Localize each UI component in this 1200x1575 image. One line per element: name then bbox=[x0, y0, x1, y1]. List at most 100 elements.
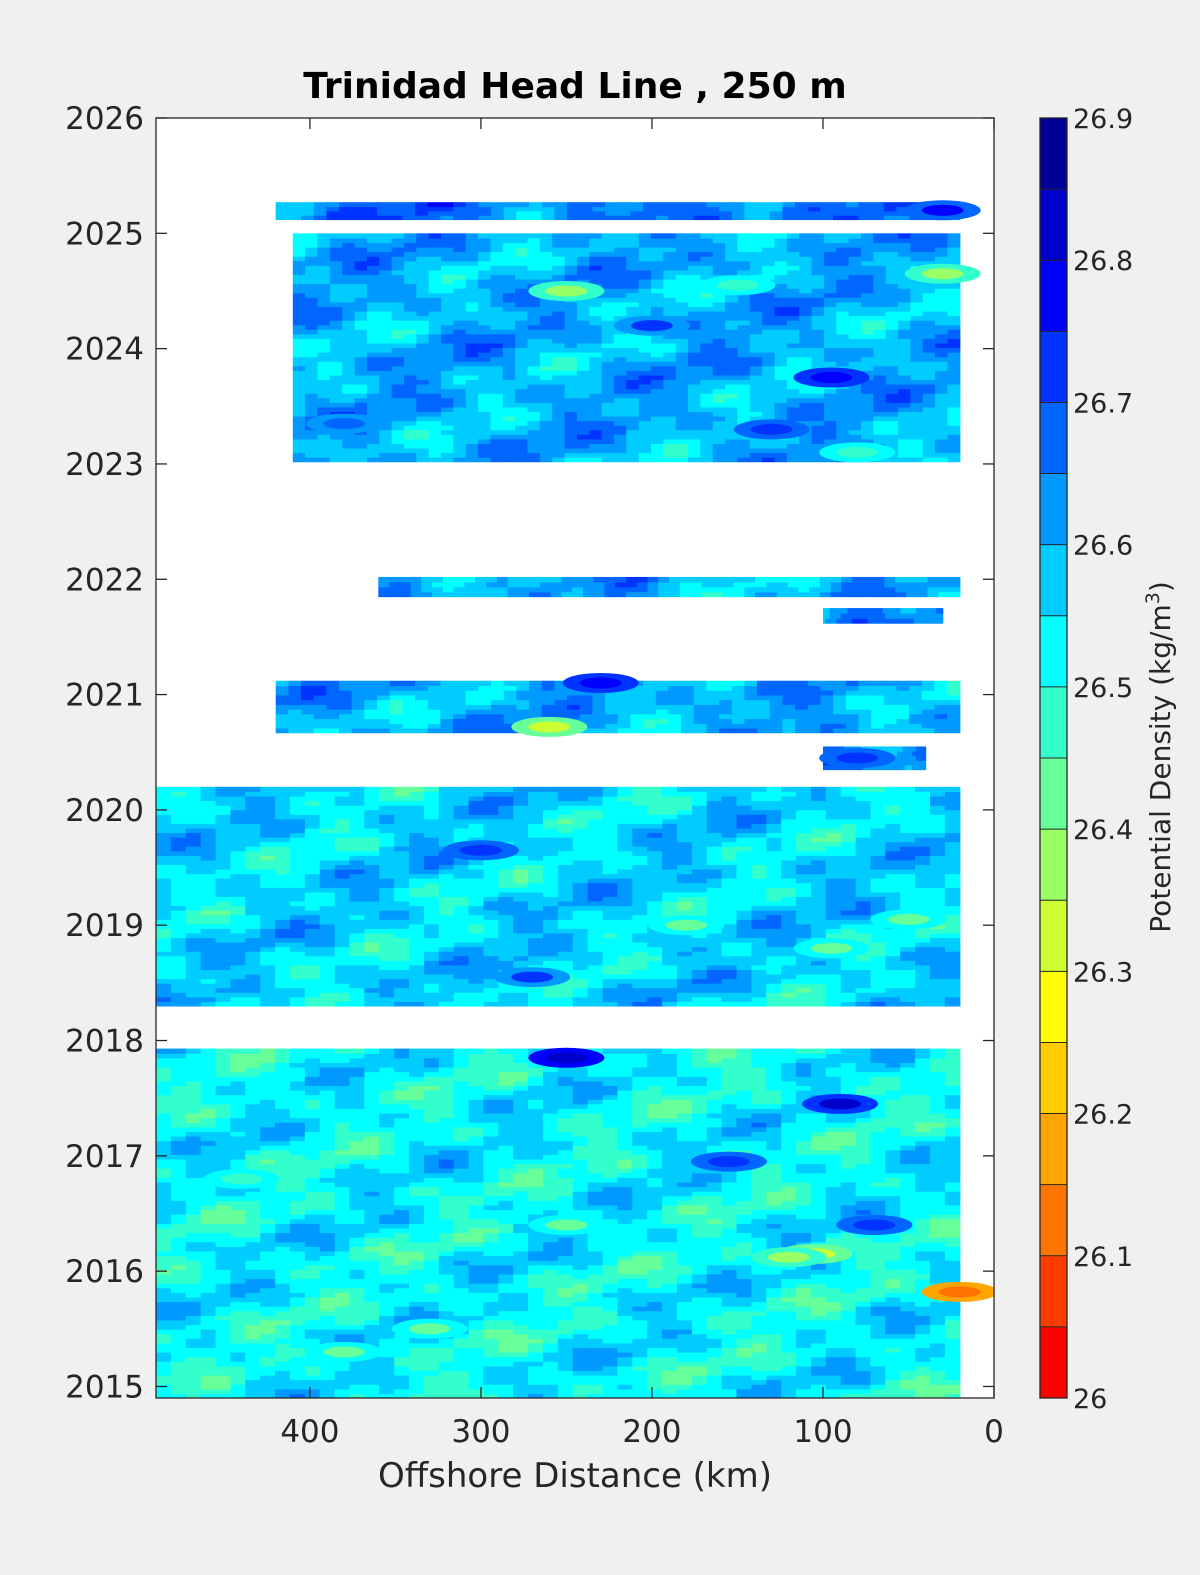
contour-cell bbox=[885, 242, 899, 248]
contour-cell bbox=[379, 973, 395, 980]
contour-cell bbox=[922, 397, 936, 403]
contour-cell bbox=[947, 297, 961, 303]
contour-cell bbox=[389, 699, 403, 705]
contour-cell bbox=[351, 727, 365, 734]
contour-cell bbox=[935, 374, 949, 381]
contour-cell bbox=[364, 859, 380, 866]
contour-cell bbox=[798, 591, 810, 598]
contour-cell bbox=[883, 709, 898, 715]
contour-cell bbox=[737, 329, 751, 335]
contour-cell bbox=[416, 333, 430, 339]
contour-cell bbox=[884, 591, 896, 598]
contour-cell bbox=[799, 333, 813, 339]
contour-cell bbox=[795, 202, 809, 208]
contour-cell bbox=[643, 202, 657, 208]
contour-cell bbox=[230, 818, 246, 824]
contour-cell bbox=[811, 438, 825, 444]
contour-cell bbox=[834, 613, 837, 619]
contour-cell bbox=[626, 393, 640, 399]
contour-cell bbox=[289, 942, 306, 948]
contour-cell bbox=[733, 586, 746, 593]
contour-cell bbox=[502, 370, 516, 376]
contour-cell bbox=[366, 269, 380, 276]
contour-cell bbox=[589, 274, 603, 280]
contour-cell bbox=[898, 406, 911, 413]
contour-cell bbox=[848, 329, 862, 335]
contour-cell bbox=[379, 438, 393, 444]
contour-cell bbox=[719, 694, 733, 701]
contour-cell bbox=[898, 379, 911, 385]
contour-cell bbox=[364, 937, 380, 943]
contour-cell bbox=[737, 310, 751, 317]
contour-cell bbox=[304, 809, 321, 815]
contour-cell bbox=[215, 951, 232, 957]
contour-cell bbox=[613, 365, 627, 371]
contour-cell bbox=[885, 278, 899, 285]
contour-cell bbox=[478, 690, 492, 696]
contour-cell bbox=[496, 586, 509, 593]
contour-cell bbox=[391, 365, 405, 371]
contour-cell bbox=[170, 864, 187, 870]
contour-cell bbox=[782, 709, 796, 715]
contour-cell bbox=[914, 760, 917, 766]
contour-cell bbox=[564, 260, 578, 266]
contour-cell bbox=[589, 260, 603, 266]
contour-cell bbox=[564, 411, 578, 417]
contour-cell bbox=[394, 878, 410, 884]
contour-cell bbox=[825, 618, 829, 624]
contour-cell bbox=[453, 406, 467, 413]
contour-cell bbox=[554, 206, 568, 212]
contour-cell bbox=[391, 324, 405, 330]
contour-cell bbox=[905, 591, 918, 598]
contour-cell bbox=[354, 247, 368, 253]
contour-cell bbox=[527, 274, 541, 280]
contour-cell bbox=[427, 699, 441, 705]
contour-cell bbox=[329, 452, 343, 458]
contour-cell bbox=[301, 704, 315, 710]
contour-cell bbox=[823, 251, 837, 257]
contour-cell bbox=[811, 269, 825, 276]
contour-cell bbox=[693, 699, 708, 705]
contour-cell bbox=[910, 397, 924, 403]
contour-cell bbox=[927, 581, 939, 588]
contour-cell bbox=[478, 356, 492, 362]
contour-cell bbox=[453, 333, 467, 339]
contour-cell bbox=[935, 342, 949, 349]
contour-cell bbox=[638, 347, 652, 353]
contour-cell bbox=[725, 333, 739, 339]
contour-cell bbox=[638, 406, 652, 413]
contour-cell bbox=[688, 260, 702, 266]
contour-cell bbox=[836, 608, 840, 614]
contour-cell bbox=[292, 365, 306, 371]
contour-cell bbox=[349, 882, 365, 888]
contour-cell bbox=[391, 306, 405, 312]
contour-cell bbox=[275, 878, 291, 884]
contour-cell bbox=[156, 932, 172, 939]
contour-cell bbox=[185, 868, 202, 875]
contour-cell bbox=[848, 402, 862, 408]
contour-cell bbox=[319, 827, 336, 834]
contour-cell bbox=[527, 251, 541, 257]
contour-cell bbox=[898, 247, 911, 253]
contour-cell bbox=[275, 723, 289, 729]
contour-cell bbox=[496, 581, 509, 588]
contour-cell bbox=[873, 425, 887, 431]
contour-cell bbox=[289, 983, 306, 989]
contour-cell bbox=[329, 310, 343, 317]
contour-cell bbox=[651, 397, 664, 403]
contour-cell bbox=[898, 352, 911, 358]
contour-cell bbox=[416, 420, 430, 426]
contour-cell bbox=[245, 955, 261, 961]
contour-cell bbox=[786, 406, 800, 413]
contour-cell bbox=[389, 210, 403, 216]
contour-cell bbox=[349, 809, 365, 815]
contour-cell bbox=[885, 342, 899, 349]
contour-cell bbox=[860, 393, 874, 399]
contour-cell bbox=[811, 434, 825, 440]
contour-cell bbox=[515, 310, 529, 317]
contour-cell bbox=[550, 576, 562, 583]
contour-cell bbox=[441, 365, 454, 371]
contour-cell bbox=[529, 694, 543, 701]
contour-cell bbox=[379, 406, 393, 413]
contour-cell bbox=[317, 320, 331, 326]
